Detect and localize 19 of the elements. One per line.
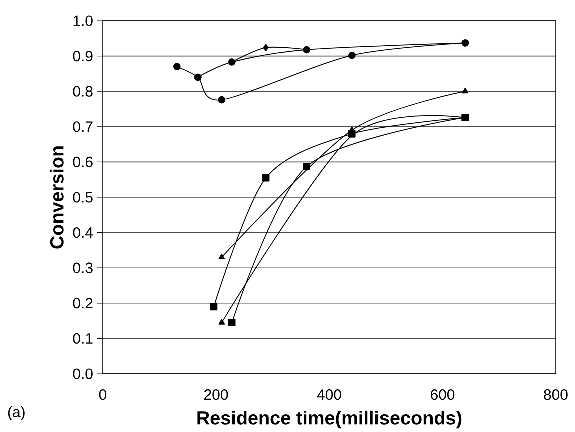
x-tick-label: 200 [204, 390, 228, 400]
text: (a) [8, 406, 25, 421]
y-tick-label: 0.8 [73, 86, 93, 97]
x-tick-label: 600 [431, 390, 455, 400]
y-tick-label: 0.0 [73, 368, 93, 380]
y-tick-label: 0.4 [73, 228, 94, 238]
x-tick-label: 800 [544, 390, 568, 400]
y-tick-label: 0.9 [73, 51, 93, 62]
y-axis-title: Conversion [50, 146, 64, 249]
y-tick-label: 0.7 [73, 122, 93, 132]
y-tick-label: 0.5 [73, 192, 93, 203]
y-tick-label: 1.0 [74, 16, 93, 26]
y-tick-label: 0.2 [73, 298, 93, 309]
x-axis-title: Residence time(milliseconds) [198, 410, 462, 429]
x-tick-label: 0 [99, 390, 107, 400]
y-tick-label: 0.1 [73, 333, 93, 344]
y-tick-label: 0.6 [73, 156, 93, 168]
y-tick-label: 0.3 [73, 262, 93, 274]
x-tick-label: 400 [317, 390, 342, 400]
